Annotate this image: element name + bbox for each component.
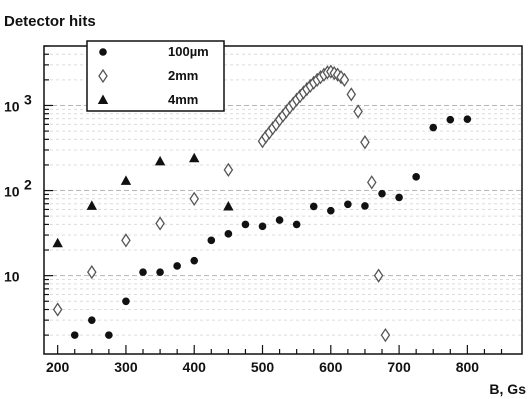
point-100um [258,222,267,231]
point-2mm [223,162,234,178]
point-100um [156,268,164,276]
x-tick-label: 700 [387,359,411,375]
point-2mm [87,264,97,280]
legend: 100µm 2mm 4mm [86,40,225,112]
point-2mm [366,175,377,190]
legend-marker-100um [99,48,107,56]
x-tick-label: 200 [46,359,70,375]
point-100um [88,316,96,324]
point-100um [173,262,181,270]
x-axis-label: B, Gs [489,381,526,397]
point-2mm [346,87,357,102]
point-100um [241,220,250,229]
point-100um [309,202,318,211]
y-tick-label: 10 [4,269,20,285]
legend-label-2mm: 2mm [168,68,198,83]
point-100um [292,220,301,229]
point-4mm [189,152,200,163]
point-100um [327,206,335,215]
point-2mm [155,216,165,231]
point-2mm [339,72,350,88]
legend-box [86,40,225,112]
y-tick-label: 10 [4,184,20,200]
point-100um [395,193,403,202]
point-4mm [86,200,97,210]
point-4mm [154,155,166,166]
chart-title: Detector hits [4,13,96,30]
point-100um [378,189,386,198]
y-tick-exponent: 3 [24,91,32,107]
point-100um [446,115,455,124]
legend-label-100um: 100µm [168,44,209,59]
legend-marker-2mm [98,68,108,84]
legend-marker-4mm [97,94,109,104]
point-100um [190,256,199,265]
point-100um [70,331,79,339]
point-4mm [120,175,132,185]
point-100um [463,115,472,123]
point-4mm [52,237,63,248]
x-tick-label: 600 [319,359,343,375]
x-tick-label: 400 [183,359,207,375]
data-points [52,64,472,343]
point-100um [224,230,233,238]
point-100um [207,236,216,245]
x-tick-label: 500 [251,359,275,375]
point-4mm [223,200,234,211]
point-100um [429,123,438,132]
point-2mm [360,135,370,150]
point-100um [105,331,113,339]
y-tick-label: 10 [4,98,20,114]
point-2mm [353,104,363,119]
point-100um [275,216,284,224]
point-100um [361,202,369,210]
point-100um [122,297,130,306]
plot-frame [43,45,523,355]
point-100um [412,173,420,181]
x-tick-label: 300 [114,359,138,375]
y-tick-exponent: 2 [24,177,32,193]
point-2mm [189,191,200,206]
point-100um [344,200,352,209]
x-tick-label: 800 [456,359,480,375]
legend-label-4mm: 4mm [168,92,198,107]
point-2mm [121,233,131,248]
point-2mm [52,302,63,317]
point-100um [139,268,147,276]
point-2mm [380,327,391,343]
point-2mm [373,268,384,283]
